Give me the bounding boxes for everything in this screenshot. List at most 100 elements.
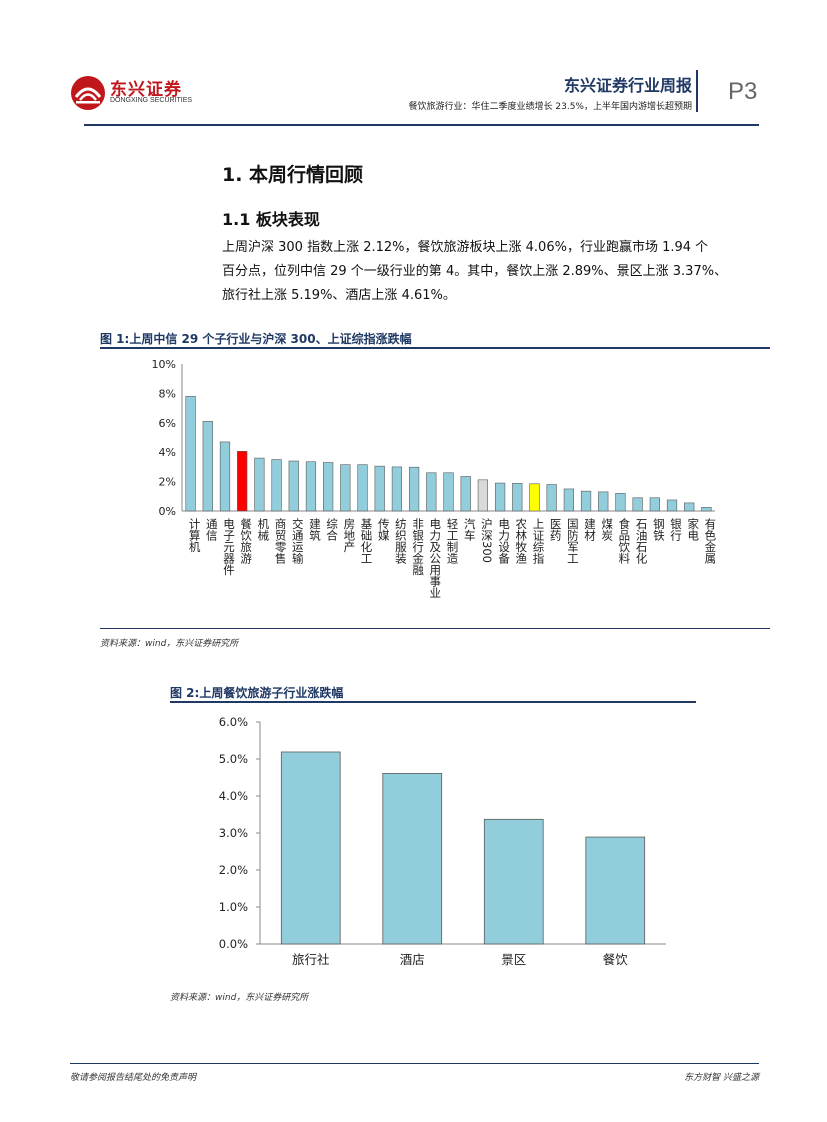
x-tick-label: 医药 <box>549 518 563 542</box>
paragraph-line: 上周沪深 300 指数上涨 2.12%，餐饮旅游板块上涨 4.06%，行业跑赢市… <box>222 240 709 255</box>
chart-bar <box>391 466 403 512</box>
chart-bar <box>701 507 712 512</box>
x-tick-label: 非银行金融 <box>411 518 425 576</box>
x-tick-label: 综合 <box>325 517 339 541</box>
y-tick-label: 1.0% <box>219 900 248 914</box>
x-tick-label: 机械 <box>256 517 270 542</box>
section-heading: 1. 本周行情回顾 <box>222 164 364 186</box>
x-tick-label: 交通运输 <box>291 517 305 565</box>
x-tick-label: 建材 <box>583 517 597 541</box>
x-tick-label: 通信 <box>205 518 219 542</box>
figure1-top-rule <box>100 347 770 349</box>
y-tick-label: 5.0% <box>219 752 248 766</box>
chart-bar <box>580 490 592 512</box>
chart-bar <box>649 497 660 512</box>
x-tick-label: 电子元器件 <box>222 518 236 576</box>
chart-bar <box>408 466 420 512</box>
page-number: P3 <box>728 78 758 105</box>
x-tick-label: 食品饮料 <box>617 517 631 565</box>
x-tick-label: 电力及公用事业 <box>428 518 442 599</box>
x-tick-label: 建筑 <box>308 517 322 541</box>
x-tick-label: 传媒 <box>377 517 391 542</box>
chart-bar <box>477 479 489 512</box>
x-tick-label: 沪深300 <box>480 517 494 563</box>
y-tick-label: 10% <box>152 358 176 371</box>
x-tick-label: 纺织服装 <box>394 517 408 565</box>
x-tick-label: 轻工制造 <box>446 517 460 564</box>
x-tick-label: 家电 <box>686 517 700 541</box>
chart-bar <box>460 476 471 512</box>
x-tick-label: 房地产 <box>342 518 356 553</box>
x-tick-label: 餐饮旅游 <box>239 517 253 564</box>
chart-bar <box>666 499 678 512</box>
subsector-performance-chart: 0.0% 1.0% 2.0% 3.0% 4.0% 5.0% 6.0% 旅行社 酒店 景区 餐饮 <box>219 715 666 967</box>
y-tick-label: 2.0% <box>219 863 248 877</box>
figure2-source: 资料来源：wind，东兴证券研究所 <box>170 993 309 1003</box>
x-tick-label: 国防军工 <box>566 518 580 564</box>
paragraph-line: 旅行社上涨 5.19%、酒店上涨 4.61%。 <box>222 288 456 303</box>
x-tick-label: 汽车 <box>463 517 477 542</box>
chart-bar <box>512 483 523 512</box>
chart-bar <box>443 472 454 512</box>
disclaimer-note: 敬请参阅报告结尾处的免责声明 <box>70 1073 197 1083</box>
x-tick-label: 计算机 <box>188 518 202 553</box>
chart-bar <box>615 493 626 512</box>
x-tick-label: 有色金属 <box>703 517 717 565</box>
y-tick-label: 0.0% <box>219 937 248 951</box>
x-tick-label: 酒店 <box>400 952 425 967</box>
figure1-bottom-rule <box>100 628 770 629</box>
report-title: 东兴证券行业周报 <box>563 76 692 95</box>
x-tick-label: 商贸零售 <box>274 517 288 565</box>
x-tick-label: 石油石化 <box>635 518 649 565</box>
footer-rule <box>70 1063 759 1064</box>
x-tick-label: 钢铁 <box>652 518 666 541</box>
x-tick-label: 上证综指 <box>531 518 545 565</box>
chart-bar <box>632 497 643 512</box>
logo-emblem-icon <box>71 76 105 110</box>
figure2-caption: 图 2:上周餐饮旅游子行业涨跌幅 <box>170 686 344 700</box>
chart-bar <box>323 462 334 512</box>
figure1-caption: 图 1:上周中信 29 个子行业与沪深 300、上证综指涨跌幅 <box>100 332 412 346</box>
y-tick-label: 2% <box>159 476 176 489</box>
y-tick-label: 6% <box>159 417 176 430</box>
chart-bar <box>219 441 231 512</box>
chart-bar <box>288 460 299 512</box>
chart-bar <box>254 457 265 512</box>
chart-bar <box>280 751 341 945</box>
x-tick-label: 景区 <box>501 952 526 967</box>
chart-bar <box>546 484 557 512</box>
logo-text-cn: 东兴证券 <box>110 80 182 100</box>
chart-bar <box>305 461 317 512</box>
chart-bar <box>494 482 506 512</box>
y-tick-label: 8% <box>159 387 176 400</box>
company-logo: 东兴证券 DONGXING SECURITIES <box>70 73 200 113</box>
x-tick-label: 农林牧渔 <box>514 517 528 565</box>
y-tick-label: 6.0% <box>219 715 248 729</box>
header-rule <box>84 124 759 126</box>
x-tick-label: 电力设备 <box>497 518 511 565</box>
chart-bar <box>426 472 437 512</box>
subsection-heading: 1.1 板块表现 <box>222 210 320 229</box>
x-tick-label: 旅行社 <box>292 952 330 967</box>
x-tick-label: 餐饮 <box>603 952 629 967</box>
company-slogan: 东方财智 兴盛之源 <box>684 1073 759 1083</box>
figure1-source: 资料来源：wind，东兴证券研究所 <box>100 639 239 649</box>
chart-bar <box>374 465 385 512</box>
paragraph-line: 百分点，位列中信 29 个一级行业的第 4。其中，餐饮上涨 2.89%、景区上涨… <box>222 264 728 279</box>
report-subtitle: 餐饮旅游行业：华住二季度业绩增长 23.5%，上半年国内游增长超预期 <box>408 102 692 112</box>
x-tick-label: 银行 <box>669 517 683 542</box>
x-tick-label: 基础化工 <box>360 518 374 564</box>
chart-bar <box>340 464 351 512</box>
chart-bar <box>585 836 646 945</box>
chart-bar <box>684 502 695 512</box>
y-tick-label: 4% <box>159 446 176 459</box>
chart-bar <box>598 491 609 512</box>
chart-bar <box>529 483 540 512</box>
y-tick-label: 4.0% <box>219 789 248 803</box>
y-tick-label: 0% <box>159 505 176 518</box>
chart-bar <box>237 451 248 512</box>
chart-bar <box>271 459 282 512</box>
chart-bar <box>357 464 368 512</box>
chart-bar <box>563 488 574 512</box>
x-tick-label: 煤炭 <box>600 518 614 542</box>
